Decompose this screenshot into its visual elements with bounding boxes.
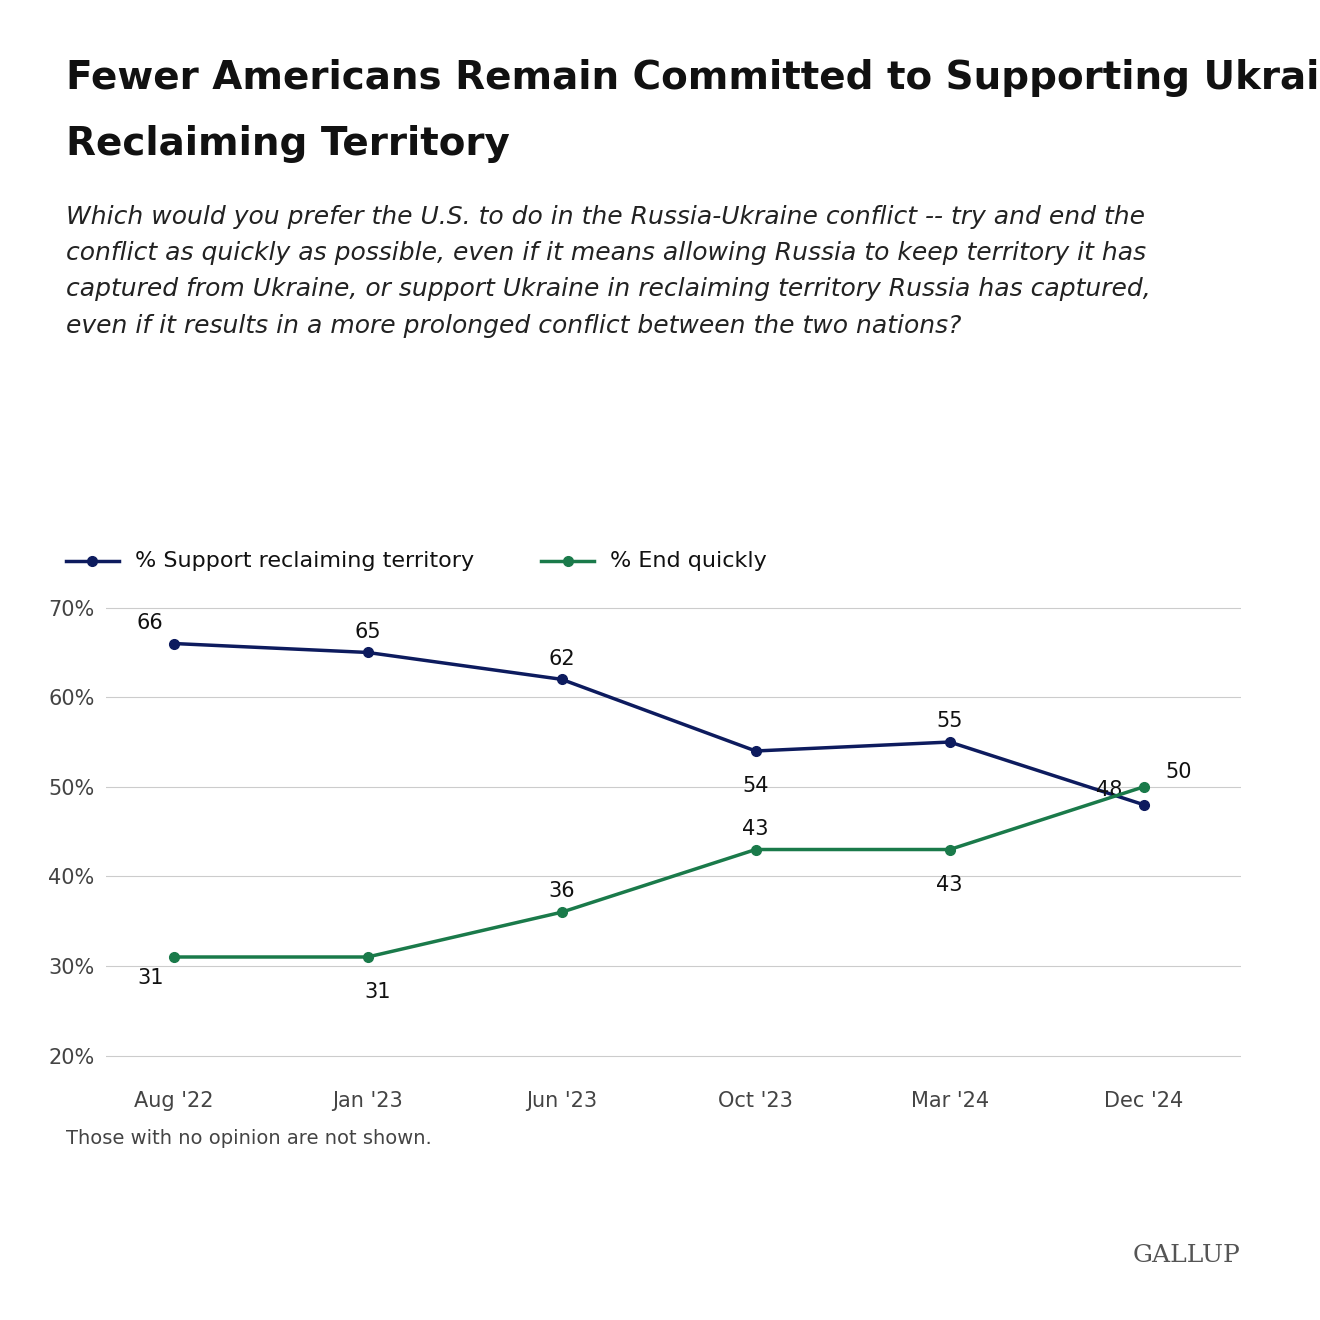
Text: 43: 43 [742,818,770,838]
Text: 66: 66 [137,612,164,632]
Text: 31: 31 [364,982,391,1002]
Text: Reclaiming Territory: Reclaiming Territory [66,125,510,164]
Text: Those with no opinion are not shown.: Those with no opinion are not shown. [66,1129,432,1147]
Text: 43: 43 [936,875,964,895]
Text: % End quickly: % End quickly [610,550,767,572]
Text: 31: 31 [137,968,164,987]
Text: 48: 48 [1096,780,1122,800]
Text: Fewer Americans Remain Committed to Supporting Ukraine: Fewer Americans Remain Committed to Supp… [66,59,1320,98]
Text: 36: 36 [548,882,576,902]
Text: 50: 50 [1166,763,1192,783]
Text: % Support reclaiming territory: % Support reclaiming territory [135,550,474,572]
Text: 62: 62 [548,648,576,668]
Text: 55: 55 [936,711,964,731]
Text: GALLUP: GALLUP [1133,1245,1241,1267]
Text: 54: 54 [742,776,770,796]
Text: 65: 65 [354,622,381,642]
Text: Which would you prefer the U.S. to do in the Russia-Ukraine conflict -- try and : Which would you prefer the U.S. to do in… [66,205,1151,338]
